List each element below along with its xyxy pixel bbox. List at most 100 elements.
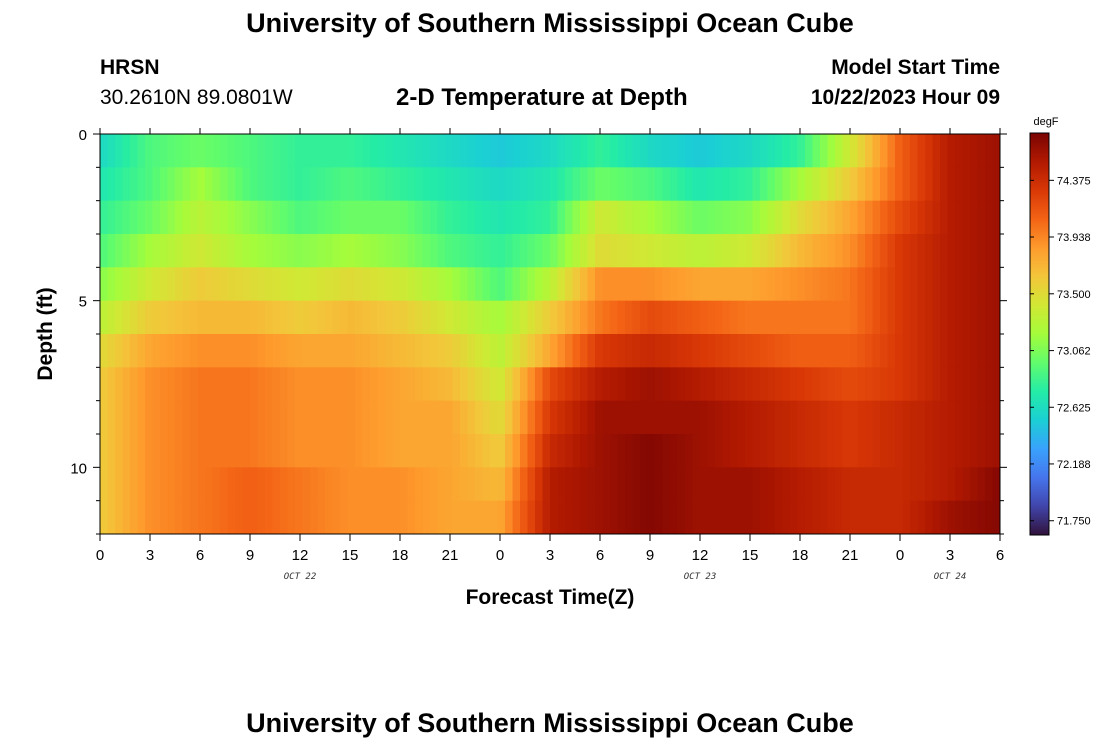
heatmap-cell	[745, 367, 753, 402]
heatmap-cell	[130, 300, 138, 335]
heatmap-cell	[100, 300, 108, 335]
heatmap-cell	[677, 200, 686, 235]
heatmap-cell	[557, 500, 566, 535]
heatmap-cell	[797, 167, 806, 202]
heatmap-cell	[505, 134, 513, 168]
heatmap-cell	[295, 367, 303, 402]
heatmap-cell	[655, 367, 663, 402]
heatmap-cell	[925, 167, 933, 202]
heatmap-cell	[797, 367, 806, 402]
heatmap-cell	[857, 400, 866, 435]
heatmap-cell	[160, 200, 168, 235]
heatmap-cell	[482, 434, 491, 468]
heatmap-cell	[992, 167, 1001, 202]
heatmap-cell	[325, 367, 333, 402]
heatmap-cell	[760, 467, 768, 502]
heatmap-cell	[805, 400, 813, 435]
heatmap-cell	[490, 367, 498, 402]
heatmap-cell	[662, 167, 671, 202]
heatmap-cell	[100, 267, 108, 302]
heatmap-cell	[872, 434, 881, 468]
heatmap-cell	[640, 167, 648, 202]
heatmap-cell	[220, 367, 228, 402]
heatmap-cell	[227, 167, 236, 202]
heatmap-cell	[145, 400, 153, 435]
heatmap-cell	[602, 267, 611, 302]
heatmap-cell	[647, 200, 656, 235]
heatmap-cell	[760, 400, 768, 435]
heatmap-cell	[940, 334, 948, 368]
heatmap-cell	[820, 434, 828, 468]
heatmap-cell	[662, 434, 671, 468]
heatmap-cell	[467, 434, 476, 468]
heatmap-cell	[160, 500, 168, 535]
heatmap-cell	[325, 400, 333, 435]
heatmap-cell	[490, 400, 498, 435]
heatmap-cell	[602, 434, 611, 468]
heatmap-cell	[962, 167, 971, 202]
heatmap-cell	[805, 167, 813, 202]
heatmap-cell	[130, 167, 138, 202]
heatmap-cell	[887, 467, 896, 502]
heatmap-cell	[640, 234, 648, 268]
heatmap-cell	[227, 334, 236, 368]
heatmap-cell	[362, 300, 371, 335]
heatmap-cell	[497, 500, 506, 535]
heatmap-cell	[527, 467, 536, 502]
heatmap-cell	[565, 400, 573, 435]
heatmap-cell	[722, 167, 731, 202]
heatmap-cell	[827, 500, 836, 535]
heatmap-cell	[107, 334, 116, 368]
x-day-label: OCT 24	[934, 572, 967, 582]
heatmap-cell	[835, 467, 843, 502]
heatmap-cell	[520, 434, 528, 468]
heatmap-cell	[850, 334, 858, 368]
heatmap-cell	[820, 367, 828, 402]
heatmap-cell	[460, 334, 468, 368]
heatmap-cell	[542, 434, 551, 468]
heatmap-cell	[400, 400, 408, 435]
heatmap-cell	[242, 200, 251, 235]
heatmap-cell	[880, 334, 888, 368]
heatmap-cell	[985, 200, 993, 235]
heatmap-cell	[257, 134, 266, 168]
heatmap-cell	[602, 134, 611, 168]
heatmap-cell	[947, 267, 956, 302]
heatmap-cell	[355, 467, 363, 502]
heatmap-cell	[370, 467, 378, 502]
heatmap-cell	[362, 267, 371, 302]
heatmap-cell	[407, 500, 416, 535]
heatmap-cell	[715, 400, 723, 435]
heatmap-cell	[782, 300, 791, 335]
x-tick-label: 18	[392, 547, 409, 564]
heatmap-cell	[482, 300, 491, 335]
heatmap-cell	[902, 134, 911, 168]
heatmap-cell	[670, 134, 678, 168]
colorbar-label: 71.750	[1057, 516, 1091, 528]
heatmap-cell	[175, 300, 183, 335]
heatmap-cell	[775, 334, 783, 368]
heatmap-cell	[677, 167, 686, 202]
heatmap-cell	[692, 434, 701, 468]
heatmap-cell	[302, 200, 311, 235]
heatmap-cell	[647, 300, 656, 335]
heatmap-cell	[422, 434, 431, 468]
heatmap-cell	[190, 234, 198, 268]
heatmap-cell	[572, 434, 581, 468]
heatmap-cell	[512, 300, 521, 335]
heatmap-cell	[430, 434, 438, 468]
heatmap-cell	[280, 200, 288, 235]
heatmap-cell	[220, 500, 228, 535]
page-title: University of Southern Mississippi Ocean…	[246, 8, 854, 38]
x-tick-label: 3	[946, 547, 954, 564]
heatmap-cell	[452, 400, 461, 435]
heatmap-cell	[940, 134, 948, 168]
heatmap-cell	[782, 234, 791, 268]
heatmap-cell	[902, 267, 911, 302]
heatmap-cell	[197, 500, 206, 535]
heatmap-cell	[955, 200, 963, 235]
heatmap-cell	[332, 467, 341, 502]
heatmap-cell	[655, 200, 663, 235]
heatmap-cell	[137, 300, 146, 335]
heatmap-cell	[505, 234, 513, 268]
